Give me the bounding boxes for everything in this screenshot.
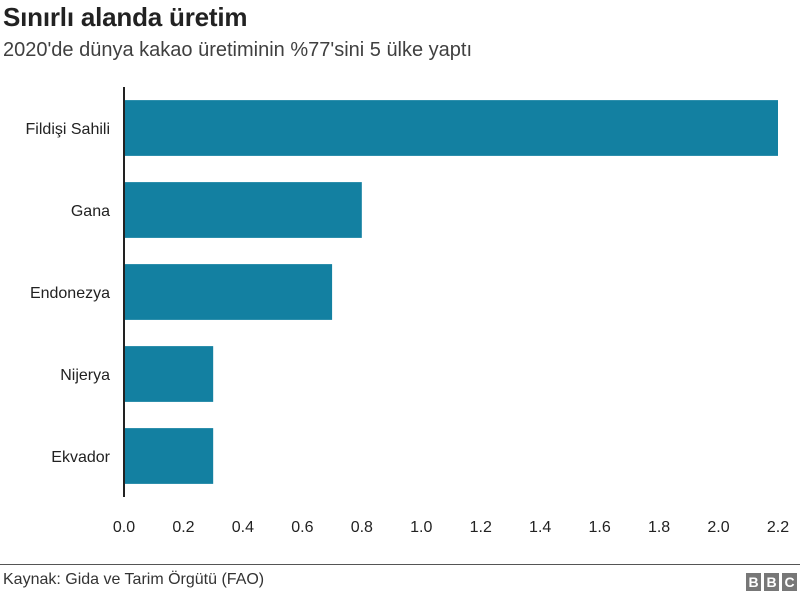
category-label-4: Ekvador: [51, 449, 110, 466]
category-label-3: Nijerya: [60, 367, 110, 384]
x-tick-label-10: 2.0: [707, 519, 729, 536]
bbc-logo-block-2: B: [764, 573, 779, 591]
bar-3: [124, 346, 214, 402]
bbc-logo-block-1: B: [746, 573, 761, 591]
category-label-1: Gana: [71, 203, 110, 220]
x-tick-label-6: 1.2: [470, 519, 492, 536]
x-tick-label-0: 0.0: [113, 519, 135, 536]
x-tick-label-2: 0.4: [232, 519, 254, 536]
bar-4: [124, 428, 214, 484]
x-tick-label-9: 1.8: [648, 519, 670, 536]
bbc-logo: B B C: [746, 573, 797, 591]
source-note: Kaynak: Gida ve Tarim Örgütü (FAO): [3, 571, 265, 588]
bar-2: [124, 264, 333, 320]
chart-subtitle: 2020'de dünya kakao üretiminin %77'sini …: [3, 39, 473, 61]
x-tick-label-8: 1.6: [589, 519, 611, 536]
bar-1: [124, 182, 362, 238]
bbc-logo-block-3: C: [782, 573, 797, 591]
x-tick-label-3: 0.6: [291, 519, 313, 536]
bar-0: [124, 100, 778, 156]
category-label-2: Endonezya: [30, 285, 110, 302]
chart-title: Sınırlı alanda üretim: [3, 2, 248, 32]
category-label-0: Fildişi Sahili: [26, 121, 110, 138]
x-tick-label-1: 0.2: [172, 519, 194, 536]
footer-divider: [0, 564, 800, 565]
bar-chart: Fildişi Sahili Gana Endonezya Nijerya Ekvado…: [26, 87, 789, 536]
x-tick-label-4: 0.8: [351, 519, 373, 536]
x-tick-label-5: 1.0: [410, 519, 432, 536]
x-tick-label-7: 1.4: [529, 519, 551, 536]
x-tick-label-11: 2.2: [767, 519, 789, 536]
